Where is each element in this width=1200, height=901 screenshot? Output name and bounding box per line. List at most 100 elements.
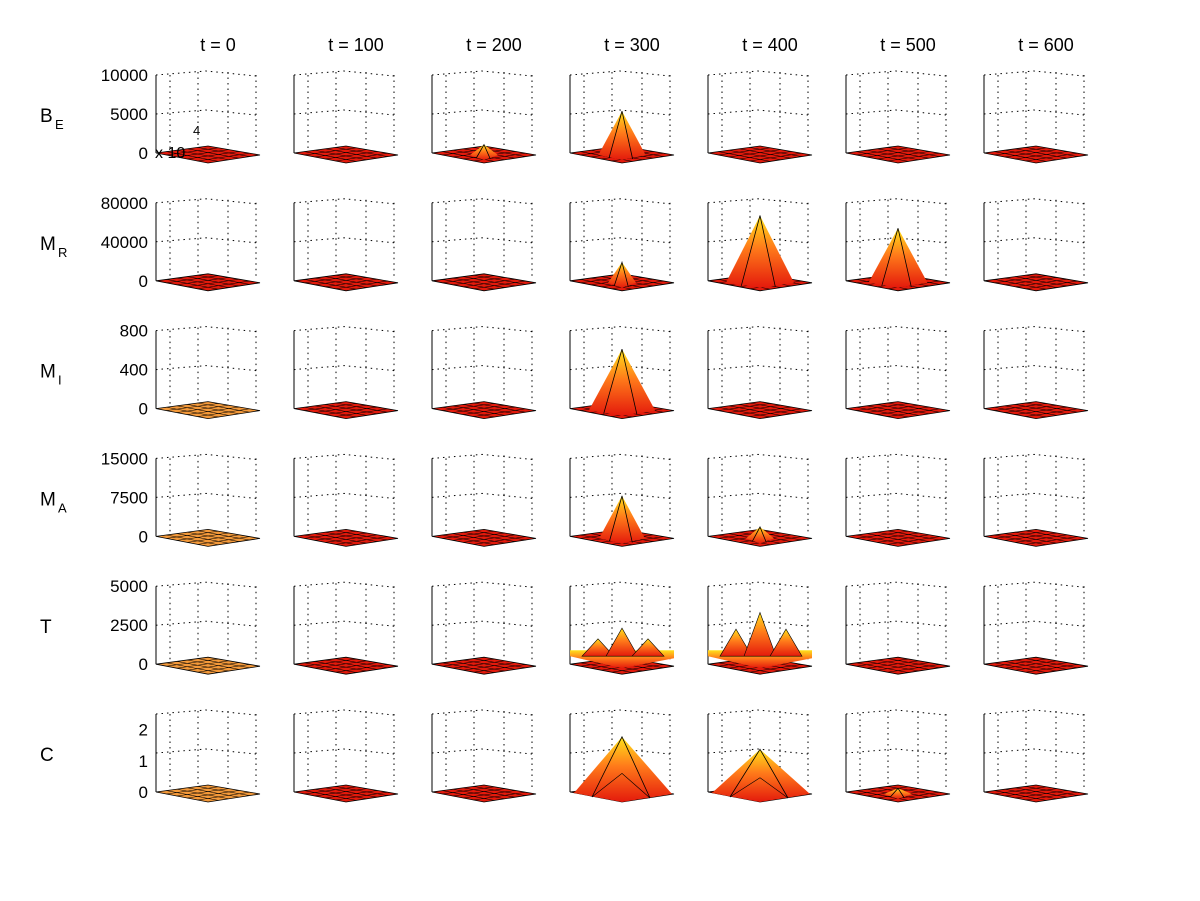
surface-mesh	[739, 151, 792, 160]
surface-mesh	[463, 790, 516, 799]
grid-line	[707, 326, 809, 333]
surface-base	[845, 656, 951, 675]
grid-line	[293, 709, 395, 716]
grid-line	[707, 581, 809, 588]
surface-mesh	[176, 404, 229, 413]
surface-mesh	[304, 530, 357, 539]
surface-base	[155, 784, 261, 803]
surface-mesh	[304, 275, 357, 284]
surface-edge	[881, 228, 912, 287]
surface-mesh	[1004, 149, 1057, 158]
surface-mesh	[887, 536, 940, 545]
surface-mesh	[866, 532, 919, 541]
surface-mesh	[473, 152, 526, 162]
surface-mesh	[866, 661, 919, 672]
surface-mesh	[452, 405, 505, 416]
surface-mesh	[1025, 658, 1078, 669]
grid-line	[155, 709, 257, 716]
surface-mesh	[197, 786, 250, 796]
surface-mesh	[1015, 534, 1068, 543]
surface-mesh	[335, 786, 388, 796]
surface-mesh	[877, 531, 930, 542]
surface-mesh	[335, 408, 388, 417]
surface-mesh	[1015, 406, 1068, 415]
surface-edge	[608, 110, 634, 160]
surface-mesh	[314, 149, 367, 158]
grid-line	[431, 492, 533, 499]
grid-line	[155, 326, 257, 333]
surface-mesh	[452, 277, 505, 288]
grid-line	[293, 581, 395, 588]
surface-edge	[591, 772, 651, 799]
surface-mesh	[442, 279, 495, 290]
surface-mesh	[994, 151, 1047, 162]
grid-line	[845, 620, 947, 627]
surface-mesh	[442, 790, 495, 801]
surface-mesh	[166, 406, 219, 418]
surface-mesh	[463, 787, 516, 798]
subplot	[707, 581, 813, 675]
surface-mesh	[304, 403, 357, 411]
column-title: t = 500	[880, 35, 936, 55]
surface-mesh	[304, 147, 357, 156]
surface-mesh	[176, 149, 229, 161]
subplot	[569, 581, 675, 675]
grid-line	[983, 620, 1085, 627]
grid-line	[155, 70, 257, 77]
subplot	[293, 581, 399, 675]
surface-mesh	[1015, 659, 1068, 670]
subplot	[569, 198, 675, 292]
surface-mesh	[887, 152, 940, 162]
surface-mesh	[1025, 402, 1078, 413]
z-tick-label: 0	[139, 655, 148, 674]
surface-mesh	[739, 148, 792, 159]
surface-mesh	[176, 277, 229, 288]
subplot	[707, 326, 813, 420]
surface-mesh	[1015, 790, 1068, 799]
surface-mesh	[877, 404, 930, 415]
z-multiplier-exponent: 4	[193, 123, 200, 138]
surface-edge	[591, 735, 651, 799]
surface-mesh	[877, 406, 930, 415]
surface-mesh	[166, 147, 219, 156]
surface-base	[293, 528, 399, 547]
surface-mesh	[1004, 404, 1057, 413]
surface-mesh	[187, 662, 240, 671]
surface-mesh	[856, 403, 909, 411]
surface-mesh	[1025, 791, 1078, 801]
surface-mesh	[335, 147, 388, 157]
surface-base	[431, 784, 537, 803]
z-tick-label: 5000	[110, 105, 148, 124]
surface-peak	[608, 262, 636, 288]
grid-line	[431, 748, 533, 755]
surface-mesh	[335, 791, 388, 801]
surface-mesh	[187, 278, 240, 288]
grid-line	[983, 198, 1085, 205]
z-tick-label: 1	[139, 752, 148, 771]
grid-line	[293, 70, 395, 77]
surface-mesh	[442, 534, 495, 546]
surface-mesh	[856, 151, 909, 162]
grid-line	[845, 453, 947, 460]
z-tick-label: 0	[139, 400, 148, 419]
surface-peak	[574, 736, 672, 802]
subplot	[155, 326, 261, 420]
surface-mesh	[887, 530, 940, 541]
surface-mesh	[994, 530, 1047, 539]
surface-mesh	[442, 403, 495, 411]
surface-mesh	[728, 405, 781, 416]
surface-mesh	[166, 530, 219, 539]
surface-mesh	[335, 274, 388, 285]
surface-mesh	[1025, 408, 1078, 417]
surface-mesh	[442, 786, 495, 795]
surface-mesh	[1004, 405, 1057, 416]
subplot	[293, 198, 399, 292]
surface-mesh	[187, 148, 240, 159]
surface-mesh	[197, 536, 250, 545]
row-label: M	[40, 234, 56, 255]
subplot	[845, 581, 951, 675]
surface-mesh	[442, 662, 495, 673]
surface-mesh	[452, 404, 505, 413]
surface-mesh	[1004, 788, 1057, 800]
